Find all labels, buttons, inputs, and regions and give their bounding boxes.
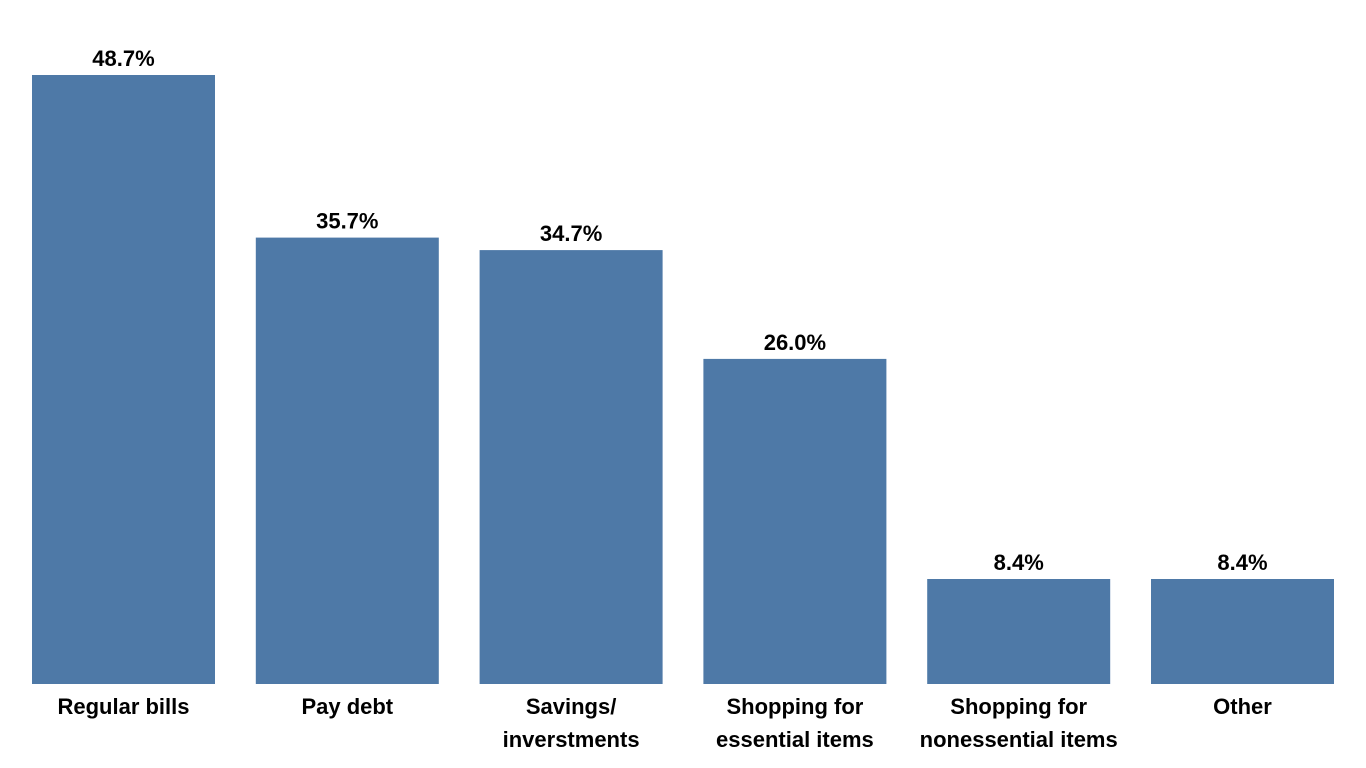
value-label-3: 26.0% (764, 330, 826, 355)
category-label-line: Shopping for (950, 694, 1087, 719)
category-label-3: Shopping for essential items (716, 694, 874, 752)
bar-0 (32, 75, 215, 684)
value-labels-group: 48.7% 35.7% 34.7% 26.0% 8.4% 8.4% (92, 46, 1267, 575)
category-label-2: Savings/inverstments (503, 694, 640, 752)
bar-2 (479, 250, 663, 684)
value-label-1: 35.7% (316, 209, 378, 234)
bar-4 (927, 579, 1111, 684)
category-label-line: Pay debt (301, 694, 393, 719)
value-label-4: 8.4% (994, 550, 1044, 575)
bars-group (32, 75, 1334, 684)
bar-5 (1151, 579, 1334, 684)
category-label-0: Regular bills (57, 694, 189, 719)
value-label-0: 48.7% (92, 46, 154, 71)
category-label-line: Other (1213, 694, 1272, 719)
category-label-line: Shopping for (726, 694, 863, 719)
value-label-2: 34.7% (540, 221, 602, 246)
bar-3 (703, 358, 887, 684)
category-label-line: essential items (716, 727, 874, 752)
category-label-line: inverstments (503, 727, 640, 752)
category-label-line: Savings/ (526, 694, 616, 719)
category-label-line: Regular bills (57, 694, 189, 719)
value-label-5: 8.4% (1217, 550, 1267, 575)
category-labels-group: Regular bills Pay debt Savings/inverstment… (57, 694, 1272, 752)
category-label-line: nonessential items (920, 727, 1118, 752)
bar-1 (255, 237, 439, 684)
category-label-4: Shopping for nonessential items (920, 694, 1118, 752)
category-label-5: Other (1213, 694, 1272, 719)
category-label-1: Pay debt (301, 694, 393, 719)
